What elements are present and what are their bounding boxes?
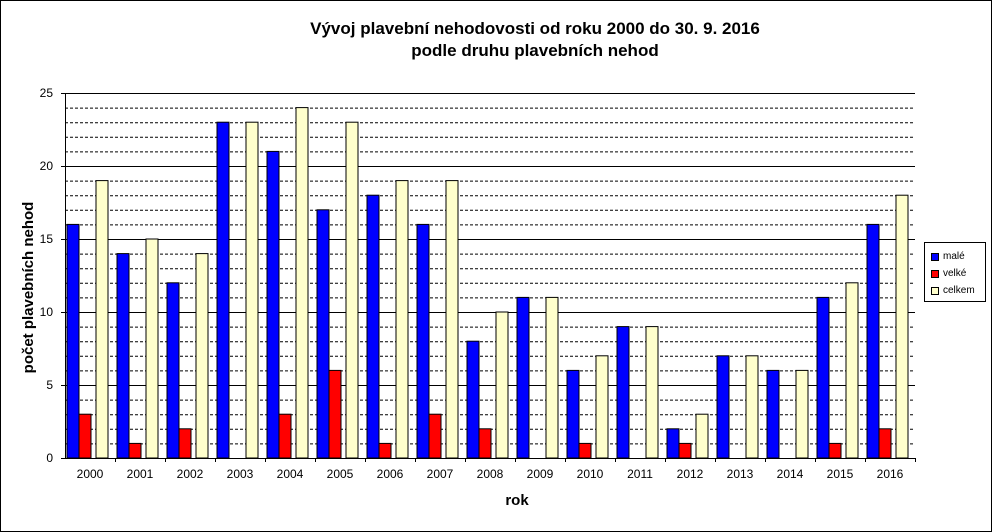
y-tick-label: 15	[40, 232, 54, 246]
bar-malé-2016	[866, 223, 880, 459]
legend-swatch-male	[931, 253, 939, 261]
x-tick-label: 2002	[177, 467, 204, 481]
bar-celkem-2016	[895, 194, 909, 459]
x-tick-label: 2011	[627, 467, 653, 481]
y-tick-label: 25	[40, 86, 54, 100]
bar-malé-2004	[266, 150, 280, 459]
bar-celkem-2015	[845, 282, 859, 459]
bar-celkem-2008	[495, 311, 509, 459]
bar-velké-2004	[278, 413, 292, 459]
bar-velké-2002	[178, 428, 192, 459]
bar-celkem-2009	[545, 296, 559, 459]
y-tick-label: 5	[46, 378, 53, 392]
bar-malé-2000	[66, 223, 80, 459]
bar-velké-2001	[128, 442, 142, 459]
x-tick-label: 2008	[477, 467, 504, 481]
legend-label-celkem: celkem	[943, 285, 975, 296]
x-tick-label: 2000	[77, 467, 104, 481]
bar-velké-2007	[428, 413, 442, 459]
x-tick-label: 2003	[227, 467, 254, 481]
bar-velké-2015	[828, 442, 842, 459]
x-tick-label: 2009	[527, 467, 554, 481]
bar-malé-2010	[566, 369, 580, 459]
bar-velké-2016	[878, 428, 892, 459]
legend-label-velke: velké	[943, 268, 967, 279]
bar-malé-2007	[416, 223, 430, 459]
bar-malé-2012	[666, 428, 680, 459]
bar-celkem-2011	[645, 326, 659, 459]
x-tick-label: 2014	[777, 467, 804, 481]
x-tick-label: 2012	[677, 467, 704, 481]
bar-velké-2010	[578, 442, 592, 459]
legend-swatch-velke	[931, 270, 939, 278]
y-tick-label: 0	[46, 451, 53, 465]
bar-celkem-2012	[695, 413, 709, 459]
bar-celkem-2000	[95, 180, 109, 459]
bar-celkem-2006	[395, 180, 409, 459]
plot-area	[65, 93, 915, 458]
chart-legend: malé velké celkem	[924, 242, 986, 302]
bar-celkem-2007	[445, 180, 459, 459]
bar-velké-2012	[678, 442, 692, 459]
bar-malé-2013	[716, 355, 730, 459]
bar-velké-2000	[78, 413, 92, 459]
bar-malé-2008	[466, 340, 480, 459]
bar-velké-2005	[328, 369, 342, 459]
bar-celkem-2010	[595, 355, 609, 459]
bar-celkem-2005	[345, 121, 359, 459]
bar-malé-2011	[616, 326, 630, 459]
bar-celkem-2014	[795, 369, 809, 459]
x-tick-label: 2010	[577, 467, 604, 481]
x-tick-label: 2005	[327, 467, 354, 481]
x-tick-label: 2016	[877, 467, 904, 481]
chart-subtitle: podle druhu plavebních nehod	[411, 41, 659, 60]
y-axis-title: počet plavebních nehod	[20, 202, 37, 374]
bar-celkem-2004	[295, 107, 309, 459]
bar-malé-2001	[116, 253, 130, 459]
bar-celkem-2013	[745, 355, 759, 459]
bar-malé-2015	[816, 296, 830, 459]
legend-item-celkem: celkem	[931, 284, 975, 298]
bar-malé-2014	[766, 369, 780, 459]
legend-item-velke: velké	[931, 267, 966, 281]
x-tick-label: 2006	[377, 467, 404, 481]
x-tick-label: 2007	[427, 467, 454, 481]
x-tick-label: 2013	[727, 467, 754, 481]
bar-malé-2005	[316, 209, 330, 459]
bar-velké-2006	[378, 442, 392, 459]
y-tick-label: 20	[40, 159, 54, 173]
legend-swatch-celkem	[931, 287, 939, 295]
bar-malé-2002	[166, 282, 180, 459]
x-tick-label: 2004	[277, 467, 304, 481]
bar-velké-2008	[478, 428, 492, 459]
bar-malé-2006	[366, 194, 380, 459]
x-axis-title: rok	[505, 492, 529, 509]
x-tick-label: 2001	[127, 467, 154, 481]
bar-celkem-2003	[245, 121, 259, 459]
bar-malé-2009	[516, 296, 530, 459]
y-tick-label: 10	[40, 305, 54, 319]
bar-malé-2003	[216, 121, 230, 459]
bar-celkem-2002	[195, 253, 209, 459]
legend-item-male: malé	[931, 250, 965, 264]
legend-label-male: malé	[943, 251, 965, 262]
x-tick-label: 2015	[827, 467, 854, 481]
bar-celkem-2001	[145, 238, 159, 459]
chart-title: Vývoj plavební nehodovosti od roku 2000 …	[310, 19, 760, 38]
